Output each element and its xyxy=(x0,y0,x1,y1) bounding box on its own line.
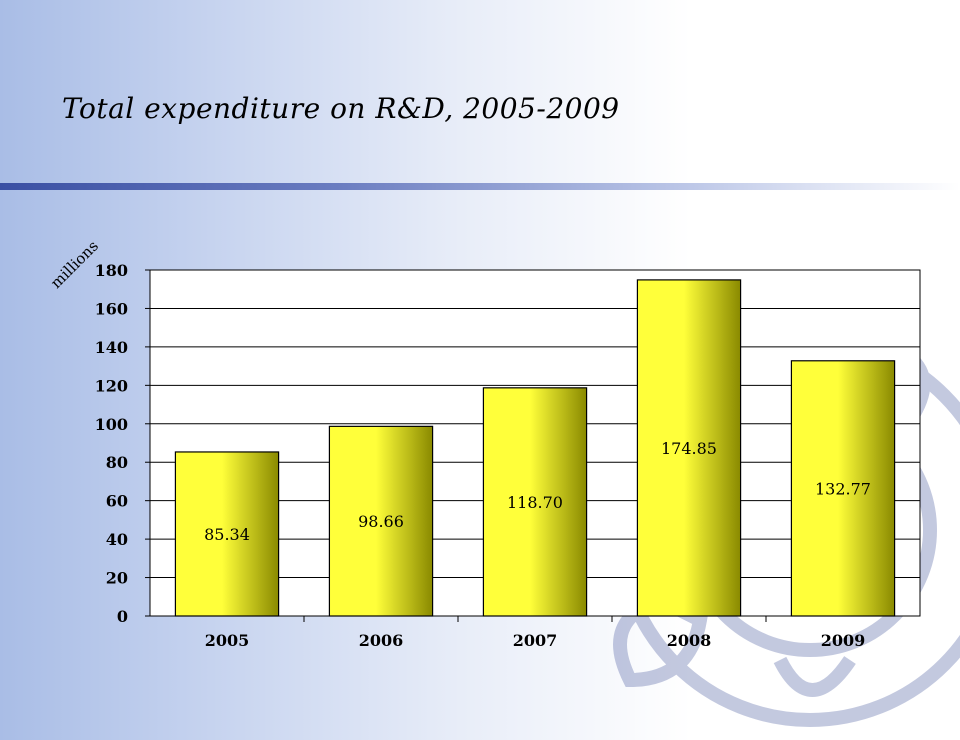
bar-value-label: 118.70 xyxy=(507,493,563,512)
bar-2005 xyxy=(174,451,280,617)
bar-value-label: 174.85 xyxy=(661,439,717,458)
title-rule xyxy=(0,183,960,190)
bar-value-label: 85.34 xyxy=(204,525,250,544)
bar-2007 xyxy=(482,387,588,617)
slide-title: Total expenditure on R&D, 2005-2009 xyxy=(62,92,620,125)
bars: 85.34 98.66 118.70 174.85 132.77 xyxy=(174,279,896,617)
y-tick-label: 120 xyxy=(95,376,128,395)
y-tick-label: 20 xyxy=(106,569,128,588)
y-tick-label: 140 xyxy=(95,338,128,357)
y-tick-label: 40 xyxy=(106,530,128,549)
y-tick-label: 80 xyxy=(106,453,128,472)
bar-value-label: 132.77 xyxy=(815,479,871,498)
y-tick-label: 180 xyxy=(95,261,128,280)
bar-chart: 85.34 98.66 118.70 174.85 132.77 0 20 40 60 80 10… xyxy=(47,237,921,650)
y-tick-label: 160 xyxy=(95,299,128,318)
bar-2006 xyxy=(328,425,434,617)
x-tick-label: 2007 xyxy=(513,631,558,650)
y-tick-label: 0 xyxy=(117,607,128,626)
x-tick-label: 2009 xyxy=(821,631,866,650)
y-tick-label: 60 xyxy=(106,492,128,511)
x-tick-label: 2006 xyxy=(359,631,404,650)
y-tick-label: 100 xyxy=(95,415,128,434)
x-tick-label: 2008 xyxy=(667,631,712,650)
y-axis: 0 20 40 60 80 100 120 140 160 180 xyxy=(95,261,150,626)
x-tick-label: 2005 xyxy=(205,631,250,650)
bar-value-label: 98.66 xyxy=(358,512,404,531)
bar-2008 xyxy=(636,279,742,617)
bar-2009 xyxy=(790,360,896,617)
x-axis: 2005 2006 2007 2008 2009 xyxy=(205,616,866,650)
